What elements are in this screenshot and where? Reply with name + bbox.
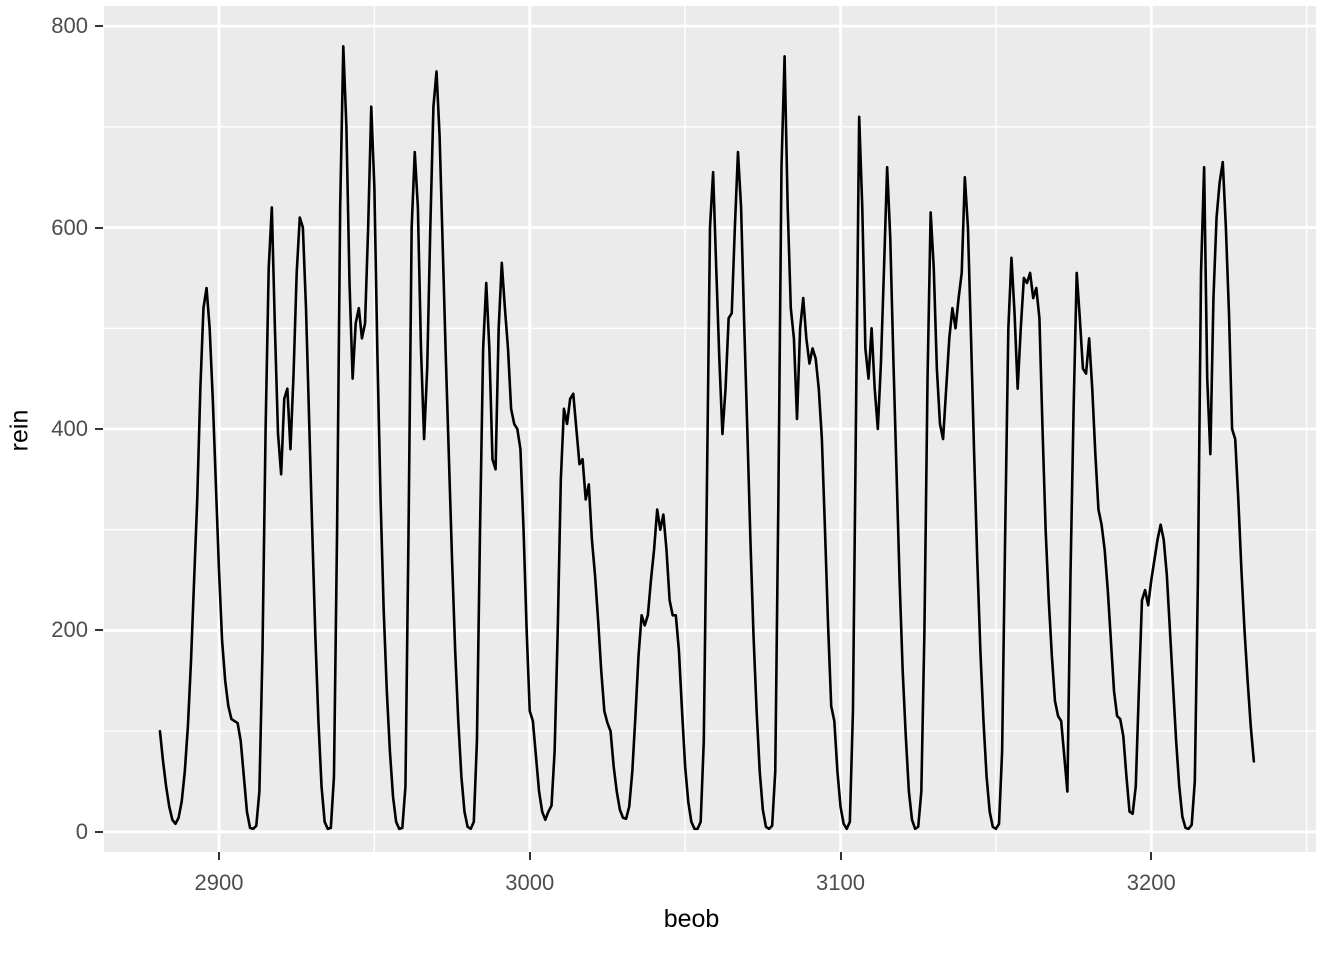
y-tick-label: 600 [51, 214, 88, 240]
plot-panel [104, 6, 1316, 852]
x-tick-label: 3100 [816, 870, 865, 895]
y-tick-label: 0 [75, 818, 88, 844]
x-tick-mark [1150, 852, 1153, 860]
y-tick-label: 200 [51, 617, 88, 643]
x-axis-tick-labels: 2900 3000 3100 3200 [0, 852, 1344, 912]
data-line-rein [158, 44, 1256, 831]
x-axis-title-text: beob [663, 905, 720, 933]
y-tick-mark [95, 428, 103, 430]
x-tick-label: 3200 [1126, 870, 1176, 895]
major-gridlines [104, 6, 1316, 852]
y-tick-mark [95, 629, 103, 632]
y-tick-mark [95, 25, 103, 28]
x-tick-label: 2900 [194, 870, 244, 895]
y-tick-label: 800 [51, 13, 88, 39]
y-tick-mark [95, 226, 103, 229]
y-tick-label: 400 [51, 416, 88, 441]
y-tick-mark [95, 830, 103, 833]
plot-area-svg [104, 6, 1316, 852]
y-axis-tick-labels: 0 200 400 600 800 [26, 0, 88, 860]
x-tick-mark [528, 852, 531, 860]
x-tick-label: 3000 [505, 870, 555, 895]
x-tick-mark [217, 852, 220, 860]
x-axis-title: beob [104, 905, 1279, 934]
x-tick-mark [839, 852, 842, 860]
